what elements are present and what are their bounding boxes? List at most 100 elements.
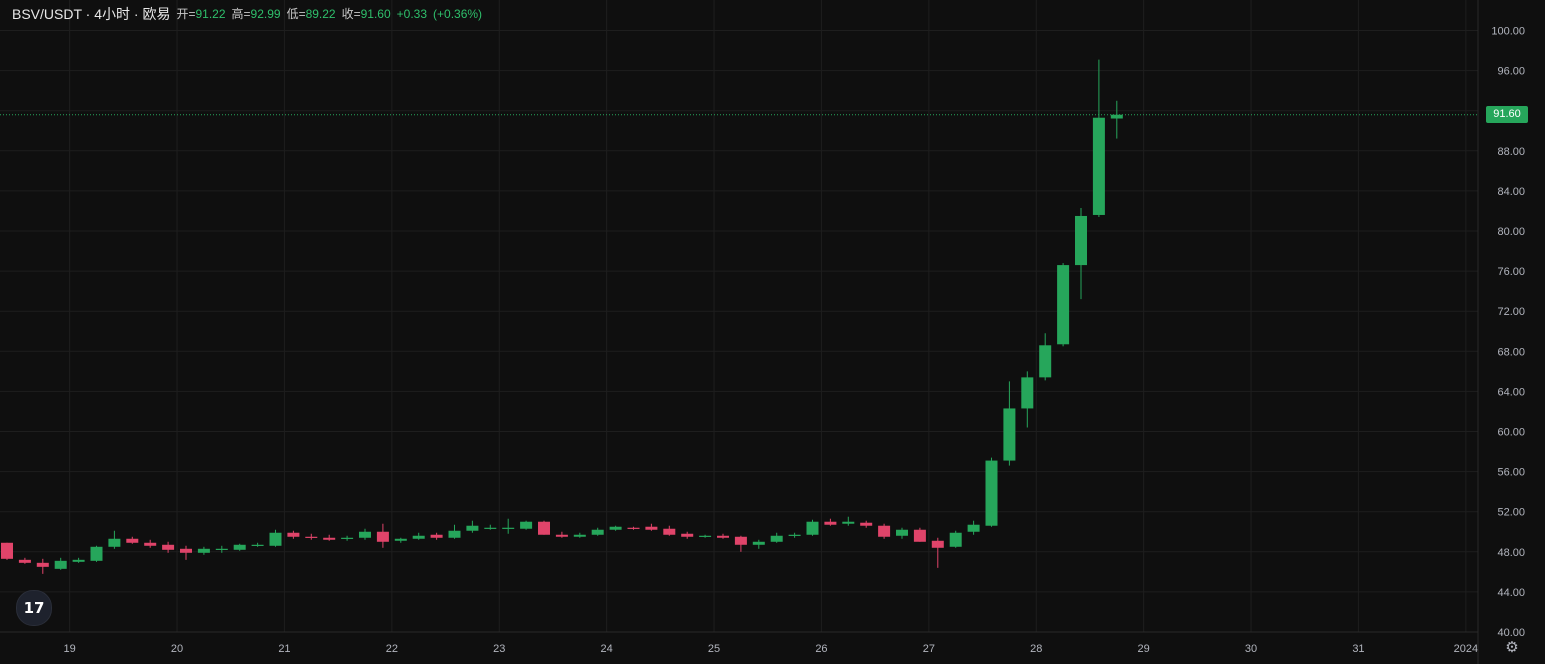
candle	[645, 523, 658, 531]
candle-body	[985, 460, 998, 526]
price-tick-label: 56.00	[1497, 467, 1525, 479]
time-tick-label: 21	[278, 643, 290, 655]
candle-body	[1075, 215, 1087, 266]
candle	[144, 539, 157, 548]
candle	[430, 532, 443, 540]
low-value: 89.22	[305, 7, 336, 21]
change-value: +0.33	[396, 7, 428, 21]
candle-body	[251, 544, 264, 546]
candle	[681, 531, 694, 539]
candle-body	[681, 533, 694, 537]
candle-body	[36, 562, 49, 567]
candle	[412, 532, 425, 540]
candle-body	[323, 537, 336, 540]
candle	[36, 558, 49, 574]
candle-body	[949, 532, 962, 547]
candle-body	[430, 534, 443, 538]
candle-body	[484, 527, 497, 529]
candle	[1110, 100, 1123, 139]
grid-lines	[0, 0, 1478, 633]
candle-body	[663, 528, 676, 535]
price-tick-label: 40.00	[1497, 627, 1525, 639]
candle	[126, 536, 139, 544]
open-label: 开=	[176, 7, 196, 21]
candle	[824, 518, 837, 526]
candle	[520, 520, 533, 530]
candle-body	[788, 534, 801, 536]
candle-body	[1003, 408, 1016, 461]
price-tick-label: 44.00	[1497, 587, 1525, 599]
candle	[555, 531, 568, 538]
candle	[359, 528, 371, 540]
time-tick-label: 19	[64, 643, 76, 655]
candle-body	[1057, 265, 1070, 345]
time-tick-label: 20	[171, 643, 183, 655]
candle-body	[627, 527, 640, 529]
price-tick-label: 72.00	[1497, 306, 1525, 318]
candle-body	[931, 540, 944, 548]
change-percent: (+0.36%)	[433, 7, 483, 21]
time-tick-label: 2024	[1454, 643, 1478, 655]
candle-body	[126, 538, 139, 543]
candle	[1039, 333, 1052, 381]
candle-body	[734, 536, 747, 545]
high-value: 92.99	[250, 7, 281, 21]
candle	[967, 520, 980, 535]
gear-icon[interactable]: ⚙	[1505, 639, 1519, 656]
candle	[788, 532, 801, 538]
candle-body	[54, 560, 67, 569]
time-tick-label: 27	[923, 643, 935, 655]
candle	[90, 545, 103, 562]
candle	[394, 537, 407, 543]
candle	[108, 530, 121, 549]
candle	[1092, 59, 1105, 217]
candle-body	[609, 526, 622, 530]
candle	[466, 520, 479, 533]
price-tick-label: 52.00	[1497, 507, 1525, 519]
price-tick-label: 84.00	[1497, 186, 1525, 198]
time-tick-label: 29	[1138, 643, 1150, 655]
candle-body	[18, 559, 31, 563]
symbol-title[interactable]: BSV/USDT · 4小时 · 欧易	[12, 6, 171, 22]
last-price-tag: 91.60	[1486, 106, 1528, 124]
candle-body	[305, 536, 318, 538]
candle	[913, 527, 926, 542]
candle-body	[180, 548, 192, 553]
candle-body	[197, 548, 210, 553]
candle-body	[1039, 345, 1052, 378]
candle-body	[591, 529, 604, 535]
candle-body	[1021, 377, 1034, 409]
price-tick-label: 64.00	[1497, 386, 1525, 398]
candle	[878, 523, 891, 539]
candle-body	[162, 544, 175, 550]
candle-body	[341, 537, 354, 539]
candle-body	[842, 521, 855, 524]
candle-body	[376, 531, 389, 542]
candle-body	[878, 525, 891, 537]
candle	[860, 520, 873, 528]
price-tick-label: 60.00	[1497, 427, 1525, 439]
candle	[251, 542, 264, 547]
candle	[609, 525, 622, 531]
candle	[699, 534, 712, 538]
candle	[484, 524, 497, 530]
price-tick-label: 68.00	[1497, 346, 1525, 358]
price-tick-label: 80.00	[1497, 226, 1525, 238]
candle	[663, 525, 676, 536]
price-axis[interactable]	[1478, 0, 1545, 664]
time-axis-labels[interactable]: 19 20 21 22 23 24 25 26 27 28 29 30 31 2024	[64, 643, 1479, 655]
candle	[896, 527, 908, 539]
tradingview-logo-icon[interactable]: 17	[16, 590, 52, 626]
candle-body	[502, 527, 515, 529]
time-tick-label: 31	[1352, 643, 1364, 655]
close-value: 91.60	[360, 7, 391, 21]
time-tick-label: 23	[493, 643, 505, 655]
candle-body	[448, 530, 461, 538]
candle-body	[896, 529, 908, 536]
price-axis-labels: 40.00 44.00 48.00 52.00 56.00 60.00 64.00 68.00…	[1491, 26, 1525, 640]
candle-body	[645, 526, 658, 530]
candle	[627, 526, 640, 530]
candle	[1, 542, 13, 560]
candle-body	[538, 521, 550, 535]
